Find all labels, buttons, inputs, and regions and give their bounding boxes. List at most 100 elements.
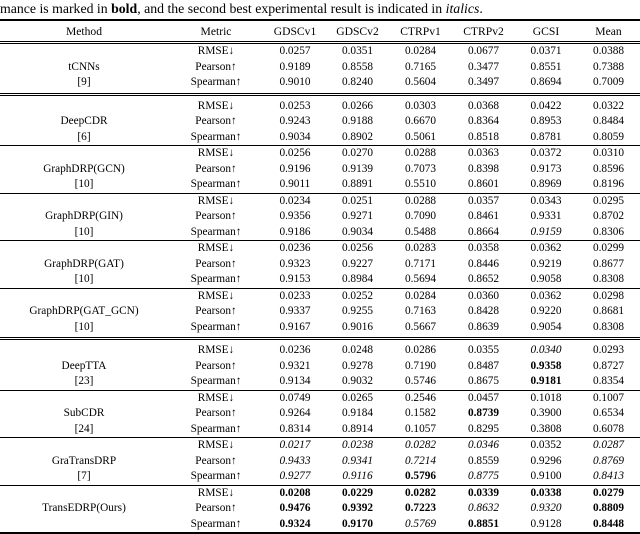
value-cell: 0.3477	[467, 60, 500, 73]
header-row: Method Metric GDSCv1 GDSCv2 CTRPv1 CTRPv…	[0, 20, 640, 45]
value-cell: 0.7165	[404, 60, 437, 73]
metric-cell: Pearson↑	[195, 359, 237, 372]
table-row: RMSE↓ 0.0749 0.0265 0.2546 0.0457 0.1018 0.100…	[0, 390, 640, 406]
metric-cell: Spearman↑	[168, 75, 264, 96]
table-caption: mance is marked in bold, and the second …	[0, 0, 640, 19]
column-header-gdscv1: GDSCv1	[264, 20, 326, 45]
value-cell: 0.0351	[341, 45, 374, 58]
method-ref-cell: [10]	[0, 224, 168, 242]
value-cell: 0.0251	[341, 194, 374, 207]
value-cell: 0.8677	[592, 257, 625, 270]
value-cell: 0.8652	[452, 272, 515, 289]
value-cell: 0.8354	[577, 374, 640, 391]
value-cell: 0.9321	[279, 359, 311, 372]
table-row: RMSE↓ 0.0217 0.0238 0.0282 0.0346 0.0352 0.028…	[0, 438, 640, 454]
value-cell: 0.8196	[577, 177, 640, 194]
value-cell: 0.7388	[592, 60, 625, 73]
value-cell: 0.9058	[515, 272, 577, 289]
value-cell: 0.9170	[341, 517, 374, 530]
value-cell: 0.9167	[264, 319, 326, 341]
value-cell: 0.9324	[279, 517, 311, 530]
value-cell: 0.9323	[279, 257, 311, 270]
metric-cell: RMSE↓	[197, 147, 235, 160]
value-cell: 0.6078	[577, 421, 640, 439]
value-cell: 0.0286	[404, 344, 437, 357]
method-name-cell: GraphDRP(GAT)	[44, 257, 124, 270]
column-header-ctrpv2: CTRPv2	[452, 20, 515, 45]
method-empty-cell	[0, 390, 168, 406]
value-cell: 0.9331	[530, 210, 562, 223]
table-row: RMSE↓ 0.0234 0.0251 0.0288 0.0357 0.0343 0.029…	[0, 193, 640, 209]
value-cell: 0.0283	[404, 242, 437, 255]
table-row: RMSE↓ 0.0253 0.0266 0.0303 0.0368 0.0422 0.032…	[0, 94, 640, 114]
method-empty-cell	[0, 241, 168, 257]
value-cell: 0.9433	[279, 454, 311, 467]
value-cell: 0.8308	[577, 319, 640, 341]
value-cell: 0.7090	[404, 210, 437, 223]
value-cell: 0.8664	[452, 224, 515, 242]
value-cell: 0.0248	[341, 344, 374, 357]
value-cell: 0.7009	[577, 75, 640, 96]
value-cell: 0.0233	[279, 289, 311, 302]
value-cell: 0.3497	[452, 75, 515, 96]
value-cell: 0.8694	[515, 75, 577, 96]
value-cell: 0.9032	[326, 374, 389, 391]
value-cell: 0.0282	[404, 486, 437, 499]
table-row: [24] Spearman↑ 0.8314 0.8914 0.1057 0.8295 0.3…	[0, 421, 640, 439]
value-cell: 0.5694	[389, 272, 452, 289]
method-name-cell: DeepTTA	[61, 359, 107, 372]
table-row: DeepTTA Pearson↑ 0.9321 0.9278 0.7190 0.8487 0…	[0, 359, 640, 375]
value-cell: 0.0358	[467, 242, 500, 255]
value-cell: 0.0238	[341, 439, 374, 452]
value-cell: 0.9196	[279, 162, 311, 175]
value-cell: 0.8891	[326, 177, 389, 194]
value-cell: 0.0368	[467, 99, 500, 112]
metric-cell: RMSE↓	[197, 99, 235, 112]
value-cell: 0.9186	[264, 224, 326, 242]
column-header-ctrpv1: CTRPv1	[389, 20, 452, 45]
value-cell: 0.0265	[341, 391, 374, 404]
value-cell: 0.0310	[592, 147, 625, 160]
metric-cell: Spearman↑	[168, 374, 264, 391]
value-cell: 0.9116	[326, 469, 389, 486]
value-cell: 0.8413	[577, 469, 640, 486]
value-cell: 0.9255	[341, 305, 374, 318]
value-cell: 0.9220	[530, 305, 562, 318]
value-cell: 0.3808	[515, 421, 577, 439]
metric-cell: RMSE↓	[197, 45, 235, 58]
value-cell: 0.8446	[467, 257, 500, 270]
value-cell: 0.9134	[264, 374, 326, 391]
value-cell: 0.9358	[530, 359, 562, 372]
method-ref-cell: [10]	[0, 177, 168, 194]
value-cell: 0.8639	[452, 319, 515, 341]
value-cell: 0.0338	[530, 486, 562, 499]
value-cell: 0.0284	[404, 45, 437, 58]
value-cell: 0.9100	[515, 469, 577, 486]
metric-cell: Pearson↑	[195, 257, 237, 270]
value-cell: 0.0371	[530, 45, 562, 58]
value-cell: 0.7073	[404, 162, 437, 175]
value-cell: 0.8953	[530, 115, 562, 128]
value-cell: 0.0352	[530, 439, 562, 452]
metric-cell: Pearson↑	[195, 407, 237, 420]
value-cell: 0.9188	[341, 115, 374, 128]
value-cell: 0.0270	[341, 147, 374, 160]
value-cell: 0.0252	[341, 289, 374, 302]
table-row: Spearman↑ 0.9324 0.9170 0.5769 0.8851 0.9128 0…	[0, 517, 640, 534]
value-cell: 0.9243	[279, 115, 311, 128]
value-cell: 0.0363	[467, 147, 500, 160]
value-cell: 0.0346	[467, 439, 500, 452]
value-cell: 0.8601	[452, 177, 515, 194]
table-row: RMSE↓ 0.0208 0.0229 0.0282 0.0339 0.0338 0.027…	[0, 485, 640, 501]
value-cell: 0.8675	[452, 374, 515, 391]
results-table: Method Metric GDSCv1 GDSCv2 CTRPv1 CTRPv…	[0, 19, 640, 534]
value-cell: 0.8428	[467, 305, 500, 318]
metric-cell: RMSE↓	[197, 344, 235, 357]
value-cell: 0.8902	[326, 129, 389, 147]
method-ref-cell: [10]	[0, 272, 168, 289]
value-cell: 0.9189	[279, 60, 311, 73]
value-cell: 0.8448	[592, 517, 625, 530]
value-cell: 0.8984	[326, 272, 389, 289]
method-empty-cell	[0, 288, 168, 304]
metric-cell: Spearman↑	[168, 129, 264, 147]
